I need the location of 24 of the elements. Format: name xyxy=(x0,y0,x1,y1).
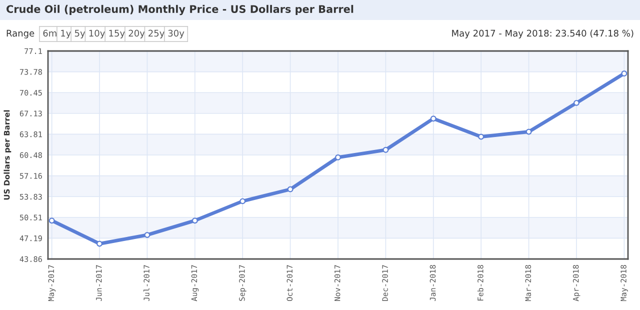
point xyxy=(192,218,198,224)
point xyxy=(335,154,341,160)
text: Range xyxy=(6,30,34,38)
text: 10y xyxy=(89,30,105,38)
text: 20y xyxy=(128,30,145,38)
point xyxy=(430,116,436,122)
chart-title: Crude Oil (petroleum) Monthly Price - US Dollars per Barrel xyxy=(6,4,354,16)
point xyxy=(574,100,580,106)
point xyxy=(144,232,150,238)
text: 1y xyxy=(61,30,71,38)
text: 5y xyxy=(74,30,86,38)
point xyxy=(382,146,389,153)
point xyxy=(96,240,102,247)
text: 25y xyxy=(148,30,164,38)
text: May 2017 - May 2018: 23.540 (47.18 %) xyxy=(452,30,634,38)
text: 30y xyxy=(168,30,184,38)
text: 6m xyxy=(43,30,56,37)
point xyxy=(478,134,484,140)
text: 15y xyxy=(109,30,125,38)
point xyxy=(621,70,628,77)
point xyxy=(526,128,532,135)
point xyxy=(48,218,55,224)
point xyxy=(287,186,294,192)
point xyxy=(240,198,246,204)
